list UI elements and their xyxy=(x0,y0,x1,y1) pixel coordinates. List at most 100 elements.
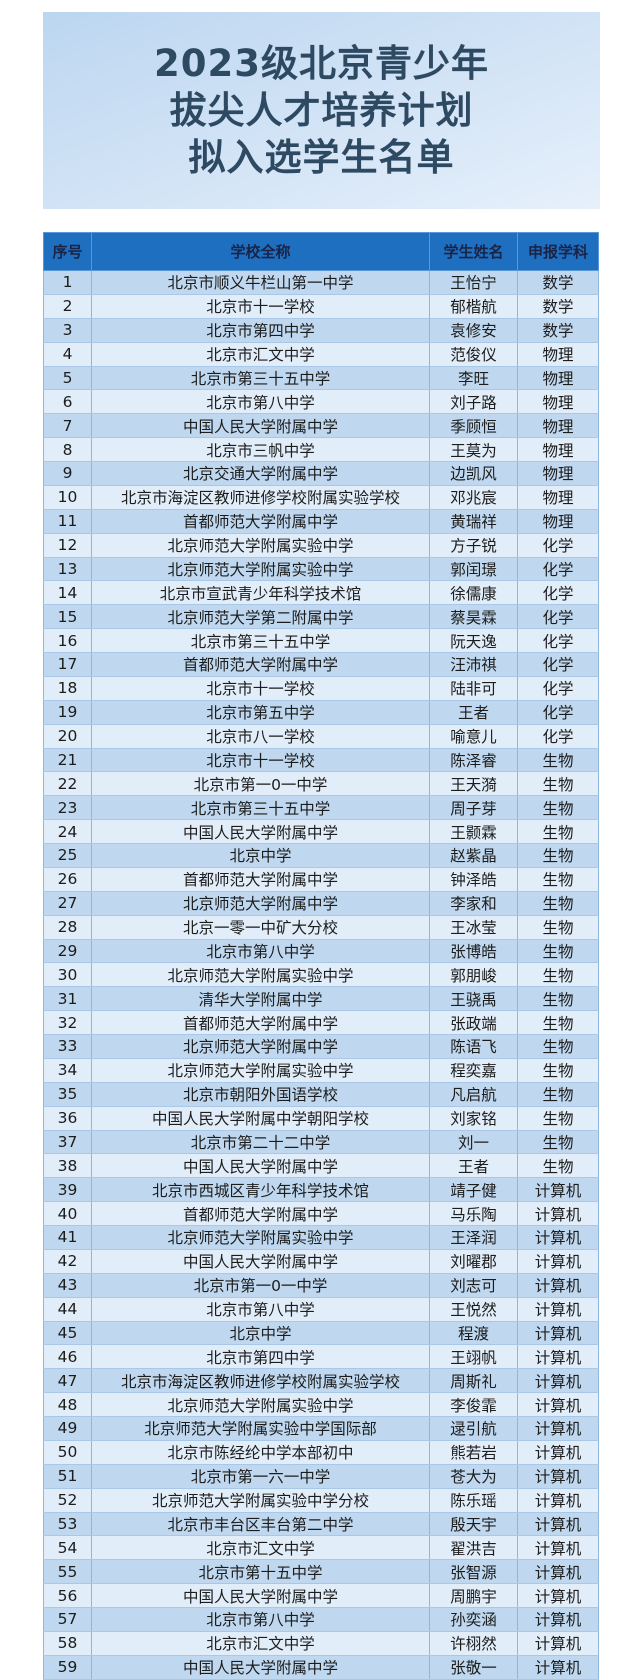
table-row: 25 北京中学 赵紫晶 生物 xyxy=(43,843,599,868)
cell-index: 49 xyxy=(43,1416,92,1441)
cell-subject: 化学 xyxy=(517,604,599,630)
cell-school: 北京市第一0一中学 xyxy=(91,1273,430,1298)
table-row: 16 北京市第三十五中学 阮天逸 化学 xyxy=(43,628,599,653)
cell-student-name: 李旺 xyxy=(429,366,518,391)
cell-subject: 生物 xyxy=(517,891,599,916)
cell-student-name: 汪沛祺 xyxy=(429,652,518,677)
table-header-row: 序号 学校全称 学生姓名 申报学科 xyxy=(43,232,599,271)
cell-index: 6 xyxy=(43,389,92,415)
table-body: 1 北京市顺义牛栏山第一中学 王怡宁 数学 2 北京市十一学校 郁楷航 数学 3 北京市第四中学袁… xyxy=(43,270,599,1680)
cell-subject: 计算机 xyxy=(517,1655,599,1680)
cell-school: 北京市第三十五中学 xyxy=(91,628,430,653)
cell-subject: 生物 xyxy=(517,843,599,868)
table-row: 36 中国人民大学附属中学朝阳学校 刘家铭 生物 xyxy=(43,1106,599,1131)
table-row: 52 北京师范大学附属实验中学分校 陈乐瑶 计算机 xyxy=(43,1488,599,1513)
cell-school: 中国人民大学附属中学 xyxy=(91,819,430,844)
table-row: 43 北京市第一0一中学 刘志可 计算机 xyxy=(43,1273,599,1298)
cell-school: 首都师范大学附属中学 xyxy=(91,1201,430,1226)
cell-index: 9 xyxy=(43,461,92,486)
cell-school: 北京师范大学附属实验中学分校 xyxy=(91,1488,430,1513)
cell-student-name: 刘曜郡 xyxy=(429,1249,518,1274)
cell-student-name: 陆非可 xyxy=(429,676,518,701)
cell-student-name: 蔡昊霖 xyxy=(429,604,518,630)
cell-subject: 物理 xyxy=(517,413,599,439)
cell-index: 31 xyxy=(43,986,92,1012)
cell-index: 47 xyxy=(43,1368,92,1394)
table-row: 56 中国人民大学附属中学 周鹏宇 计算机 xyxy=(43,1583,599,1608)
cell-index: 48 xyxy=(43,1392,92,1417)
cell-subject: 计算机 xyxy=(517,1607,599,1632)
cell-index: 35 xyxy=(43,1082,92,1107)
cell-student-name: 阮天逸 xyxy=(429,628,518,653)
cell-index: 22 xyxy=(43,771,92,797)
cell-school: 首都师范大学附属中学 xyxy=(91,652,430,677)
cell-student-name: 刘志可 xyxy=(429,1273,518,1298)
cell-student-name: 陈泽睿 xyxy=(429,748,518,773)
cell-school: 北京市第四中学 xyxy=(91,1344,430,1370)
cell-school: 北京师范大学附属实验中学 xyxy=(91,962,430,988)
cell-index: 33 xyxy=(43,1034,92,1059)
cell-school: 北京师范大学附属实验中学 xyxy=(91,533,430,558)
cell-index: 50 xyxy=(43,1440,92,1465)
cell-index: 21 xyxy=(43,748,92,773)
cell-subject: 生物 xyxy=(517,986,599,1012)
table-row: 22 北京市第一0一中学 王天漪 生物 xyxy=(43,771,599,797)
table-row: 42 中国人民大学附属中学 刘曜郡 计算机 xyxy=(43,1249,599,1274)
cell-index: 20 xyxy=(43,724,92,749)
cell-index: 57 xyxy=(43,1607,92,1632)
table-row: 15 北京师范大学第二附属中学 蔡昊霖 化学 xyxy=(43,604,599,630)
cell-subject: 生物 xyxy=(517,1153,599,1179)
cell-index: 46 xyxy=(43,1344,92,1370)
cell-subject: 生物 xyxy=(517,795,599,821)
cell-student-name: 周子芽 xyxy=(429,795,518,821)
cell-school: 北京市顺义牛栏山第一中学 xyxy=(91,270,430,295)
cell-student-name: 黄瑞祥 xyxy=(429,509,518,534)
cell-index: 55 xyxy=(43,1559,92,1585)
cell-subject: 生物 xyxy=(517,962,599,988)
cell-index: 26 xyxy=(43,867,92,892)
table-row: 44 北京市第八中学 王悦然 计算机 xyxy=(43,1297,599,1322)
cell-subject: 数学 xyxy=(517,294,599,319)
cell-index: 17 xyxy=(43,652,92,677)
cell-student-name: 季顾恒 xyxy=(429,413,518,439)
cell-school: 首都师范大学附属中学 xyxy=(91,1010,430,1035)
header-index: 序号 xyxy=(43,232,92,271)
table-row: 20 北京市八一学校 喻意儿 化学 xyxy=(43,724,599,749)
cell-subject: 化学 xyxy=(517,533,599,558)
cell-subject: 生物 xyxy=(517,867,599,892)
cell-subject: 计算机 xyxy=(517,1535,599,1561)
cell-index: 32 xyxy=(43,1010,92,1035)
cell-school: 北京市十一学校 xyxy=(91,294,430,319)
cell-index: 7 xyxy=(43,413,92,439)
cell-school: 北京市陈经纶中学本部初中 xyxy=(91,1440,430,1465)
table-row: 17 首都师范大学附属中学 汪沛祺 化学 xyxy=(43,652,599,677)
cell-school: 北京市八一学校 xyxy=(91,724,430,749)
cell-subject: 数学 xyxy=(517,270,599,295)
cell-school: 北京市西城区青少年科学技术馆 xyxy=(91,1177,430,1203)
table-row: 28 北京一零一中矿大分校 王冰莹 生物 xyxy=(43,915,599,940)
table-row: 13 北京师范大学附属实验中学 郭闰璟 化学 xyxy=(43,557,599,582)
cell-index: 36 xyxy=(43,1106,92,1131)
cell-subject: 计算机 xyxy=(517,1177,599,1203)
cell-subject: 生物 xyxy=(517,1130,599,1155)
cell-student-name: 边凯风 xyxy=(429,461,518,486)
cell-school: 中国人民大学附属中学 xyxy=(91,1153,430,1179)
cell-student-name: 钟泽皓 xyxy=(429,867,518,892)
table-row: 40 首都师范大学附属中学 马乐陶 计算机 xyxy=(43,1201,599,1226)
cell-index: 25 xyxy=(43,843,92,868)
cell-school: 北京市第八中学 xyxy=(91,1297,430,1322)
cell-subject: 计算机 xyxy=(517,1416,599,1441)
table-row: 57 北京市第八中学 孙奕涵 计算机 xyxy=(43,1607,599,1632)
table-row: 11 首都师范大学附属中学 黄瑞祥 物理 xyxy=(43,509,599,534)
cell-subject: 生物 xyxy=(517,1010,599,1035)
cell-index: 44 xyxy=(43,1297,92,1322)
cell-subject: 化学 xyxy=(517,628,599,653)
table-row: 10 北京市海淀区教师进修学校附属实验学校 邓兆宸 物理 xyxy=(43,485,599,510)
cell-index: 15 xyxy=(43,604,92,630)
table-row: 48 北京师范大学附属实验中学 李俊霏 计算机 xyxy=(43,1392,599,1417)
cell-index: 58 xyxy=(43,1631,92,1656)
cell-subject: 计算机 xyxy=(517,1368,599,1394)
cell-index: 1 xyxy=(43,270,92,295)
cell-subject: 化学 xyxy=(517,724,599,749)
cell-subject: 生物 xyxy=(517,771,599,797)
